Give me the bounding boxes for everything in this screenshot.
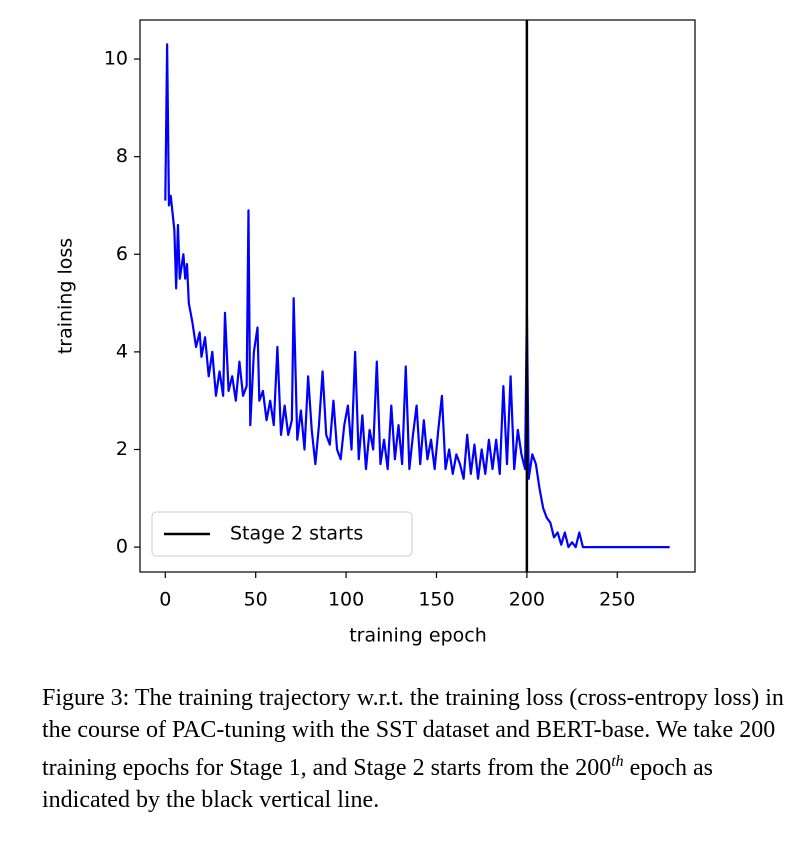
y-tick-label: 4 (116, 340, 128, 362)
x-tick-label: 250 (599, 589, 635, 611)
y-tick-label: 6 (116, 243, 128, 265)
x-tick-label: 100 (328, 589, 364, 611)
y-tick-label: 10 (104, 48, 128, 70)
caption-text: epoch as indicated by the black vertical… (42, 755, 713, 813)
loss-line (164, 43, 670, 549)
chart: training epoch training loss 0 50 100 150 20… (55, 19, 696, 647)
caption-text: Figure 3: The training trajectory w.r.t.… (42, 685, 784, 781)
y-tick-label: 0 (116, 536, 128, 558)
legend-label: Stage 2 starts (230, 523, 363, 545)
caption: Figure 3: The training trajectory w.r.t.… (42, 682, 787, 816)
caption-superscript: th (611, 753, 624, 770)
y-axis-label: training loss (55, 238, 77, 354)
x-tick-label: 50 (244, 589, 268, 611)
y-tick-label: 8 (116, 145, 128, 167)
x-tick-label: 0 (159, 589, 171, 611)
plot-frame (139, 19, 696, 573)
x-tick-label: 200 (509, 589, 545, 611)
y-tick-label: 2 (116, 438, 128, 460)
x-axis-label: training epoch (349, 625, 487, 647)
x-tick-label: 150 (418, 589, 454, 611)
legend-box (151, 511, 413, 557)
